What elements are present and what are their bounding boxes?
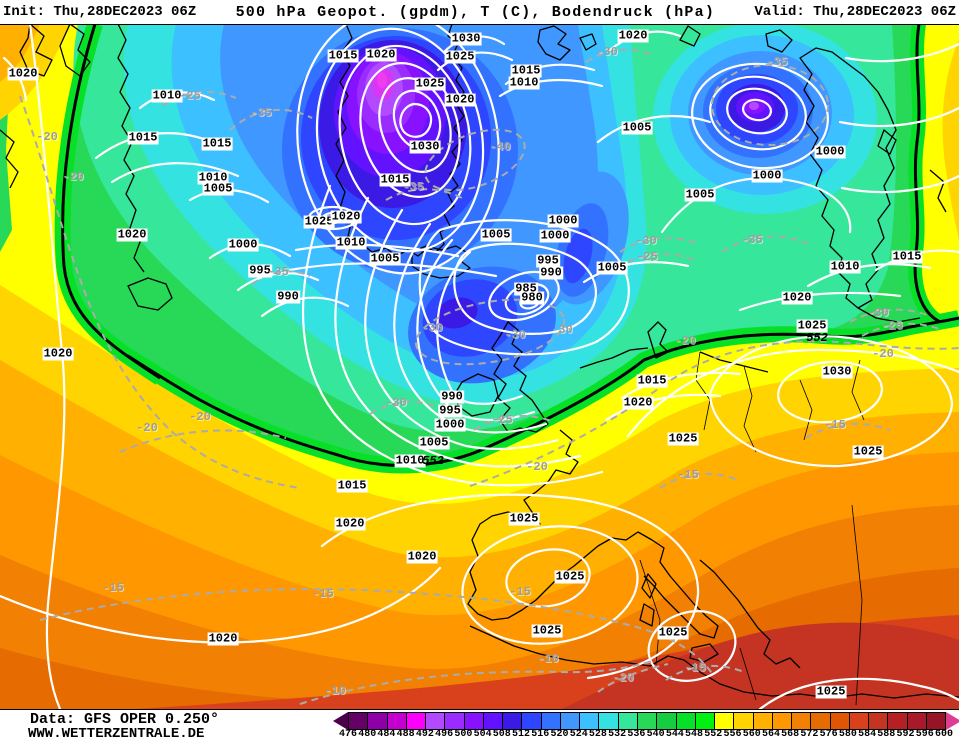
colorbar-tick: 568 [781,729,800,740]
colorbar-tick: 504 [473,729,492,740]
colorbar-segment [464,713,484,729]
colorbar-segment [580,713,600,729]
colorbar-segment [618,713,638,729]
colorbar-tick: 484 [377,729,396,740]
colorbar-segment [522,713,542,729]
colorbar-tick: 520 [550,729,569,740]
colorbar: 476 480 484 488 492 496 500 504 508 512 516 520 524 5… [333,712,959,740]
colorbar-tick: 496 [435,729,454,740]
colorbar-segment [387,713,407,729]
colorbar-segment [541,713,561,729]
colorbar-segment [907,713,927,729]
colorbar-segment [830,713,850,729]
colorbar-segment [792,713,812,729]
colorbar-segment [926,713,946,729]
colorbar-tick: 508 [492,729,511,740]
colorbar-segment [849,713,870,729]
temperature-contours [19,48,959,705]
colorbar-segment [676,713,696,729]
colorbar-tick: 532 [608,729,627,740]
colorbar-segment [753,713,773,729]
data-source: Data: GFS OPER 0.250° [30,711,220,728]
colorbar-segment [637,713,658,729]
colorbar-segments [348,712,946,730]
map-footer: Data: GFS OPER 0.250° WWW.WETTERZENTRALE… [0,710,959,741]
colorbar-segment [734,713,754,729]
colorbar-tick: 584 [858,729,877,740]
colorbar-segment [503,713,523,729]
colorbar-segment [715,713,735,729]
isobar-contours [0,25,959,709]
colorbar-tick: 536 [627,729,646,740]
colorbar-tick: 580 [838,729,857,740]
colorbar-segment [772,713,793,729]
colorbar-tick: 516 [531,729,550,740]
colorbar-segment [869,713,889,729]
colorbar-tick: 488 [396,729,415,740]
colorbar-segment [695,713,716,729]
colorbar-tick: 492 [415,729,434,740]
colorbar-tick: 560 [742,729,761,740]
colorbar-segment [888,713,908,729]
init-time: Init: Thu,28DEC2023 06Z [3,4,197,20]
colorbar-tick: 572 [800,729,819,740]
map-title: 500 hPa Geopot. (gpdm), T (C), Bodendruc… [235,3,716,21]
colorbar-tick: 524 [569,729,588,740]
colorbar-left-arrow [333,712,348,730]
colorbar-segment [811,713,831,729]
colorbar-tick: 600 [934,729,954,740]
colorbar-tick: 500 [454,729,473,740]
colorbar-tick: 588 [877,729,896,740]
colorbar-tick: 556 [723,729,742,740]
colorbar-tick: 592 [896,729,915,740]
colorbar-tick: 480 [358,729,377,740]
valid-time: Valid: Thu,28DEC2023 06Z [754,4,956,20]
colorbar-segment [560,713,581,729]
colorbar-tick: 540 [646,729,665,740]
colorbar-right-arrow [946,712,959,730]
colorbar-tick: 544 [665,729,684,740]
colorbar-segment [483,713,504,729]
weather-map [0,24,959,710]
colorbar-tick: 596 [915,729,934,740]
colorbar-tick: 476 [338,729,358,740]
colorbar-segment [406,713,427,729]
colorbar-tick: 548 [685,729,704,740]
colorbar-segment [368,713,388,729]
colorbar-tick: 576 [819,729,838,740]
colorbar-segment [445,713,465,729]
map-header: Init: Thu,28DEC2023 06Z 500 hPa Geopot. … [0,0,959,24]
colorbar-segment [426,713,446,729]
colorbar-tick: 528 [588,729,607,740]
colorbar-tick: 552 [704,729,723,740]
colorbar-tick: 512 [512,729,531,740]
colorbar-segment [657,713,677,729]
colorbar-tick-labels: 476 480 484 488 492 496 500 504 508 512 516 520 524 5… [339,729,953,740]
website-text: WWW.WETTERZENTRALE.DE [28,726,205,741]
colorbar-segment [349,713,369,729]
colorbar-tick: 564 [761,729,780,740]
colorbar-segment [599,713,619,729]
